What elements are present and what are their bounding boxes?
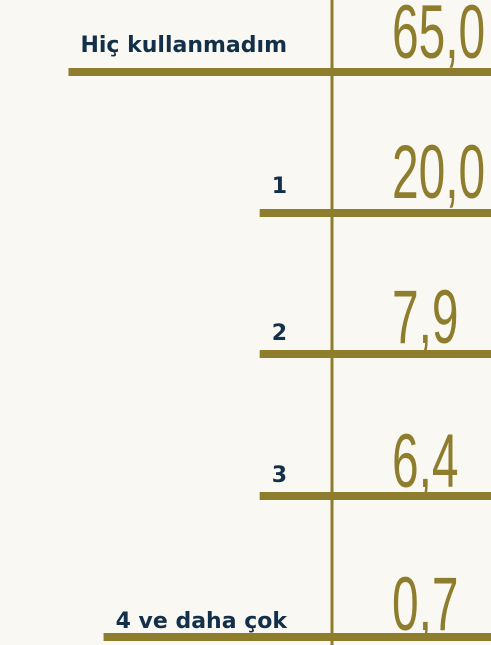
row-label: Hiç kullanmadım <box>80 33 287 58</box>
row-rule <box>259 350 491 358</box>
row-label: 3 <box>272 463 287 488</box>
row-value: 7,9 <box>392 276 459 360</box>
row-value: 6,4 <box>392 420 459 504</box>
row-rule <box>259 492 491 500</box>
row-label: 1 <box>272 174 287 199</box>
row-value: 0,7 <box>392 563 459 645</box>
row-value: 65,0 <box>392 0 485 75</box>
row-rule <box>103 633 491 641</box>
row-label: 4 ve daha çok <box>116 609 289 634</box>
row-value: 20,0 <box>392 131 485 215</box>
row-rule <box>68 68 491 76</box>
row-label: 2 <box>272 321 287 346</box>
row-rule <box>259 209 491 217</box>
